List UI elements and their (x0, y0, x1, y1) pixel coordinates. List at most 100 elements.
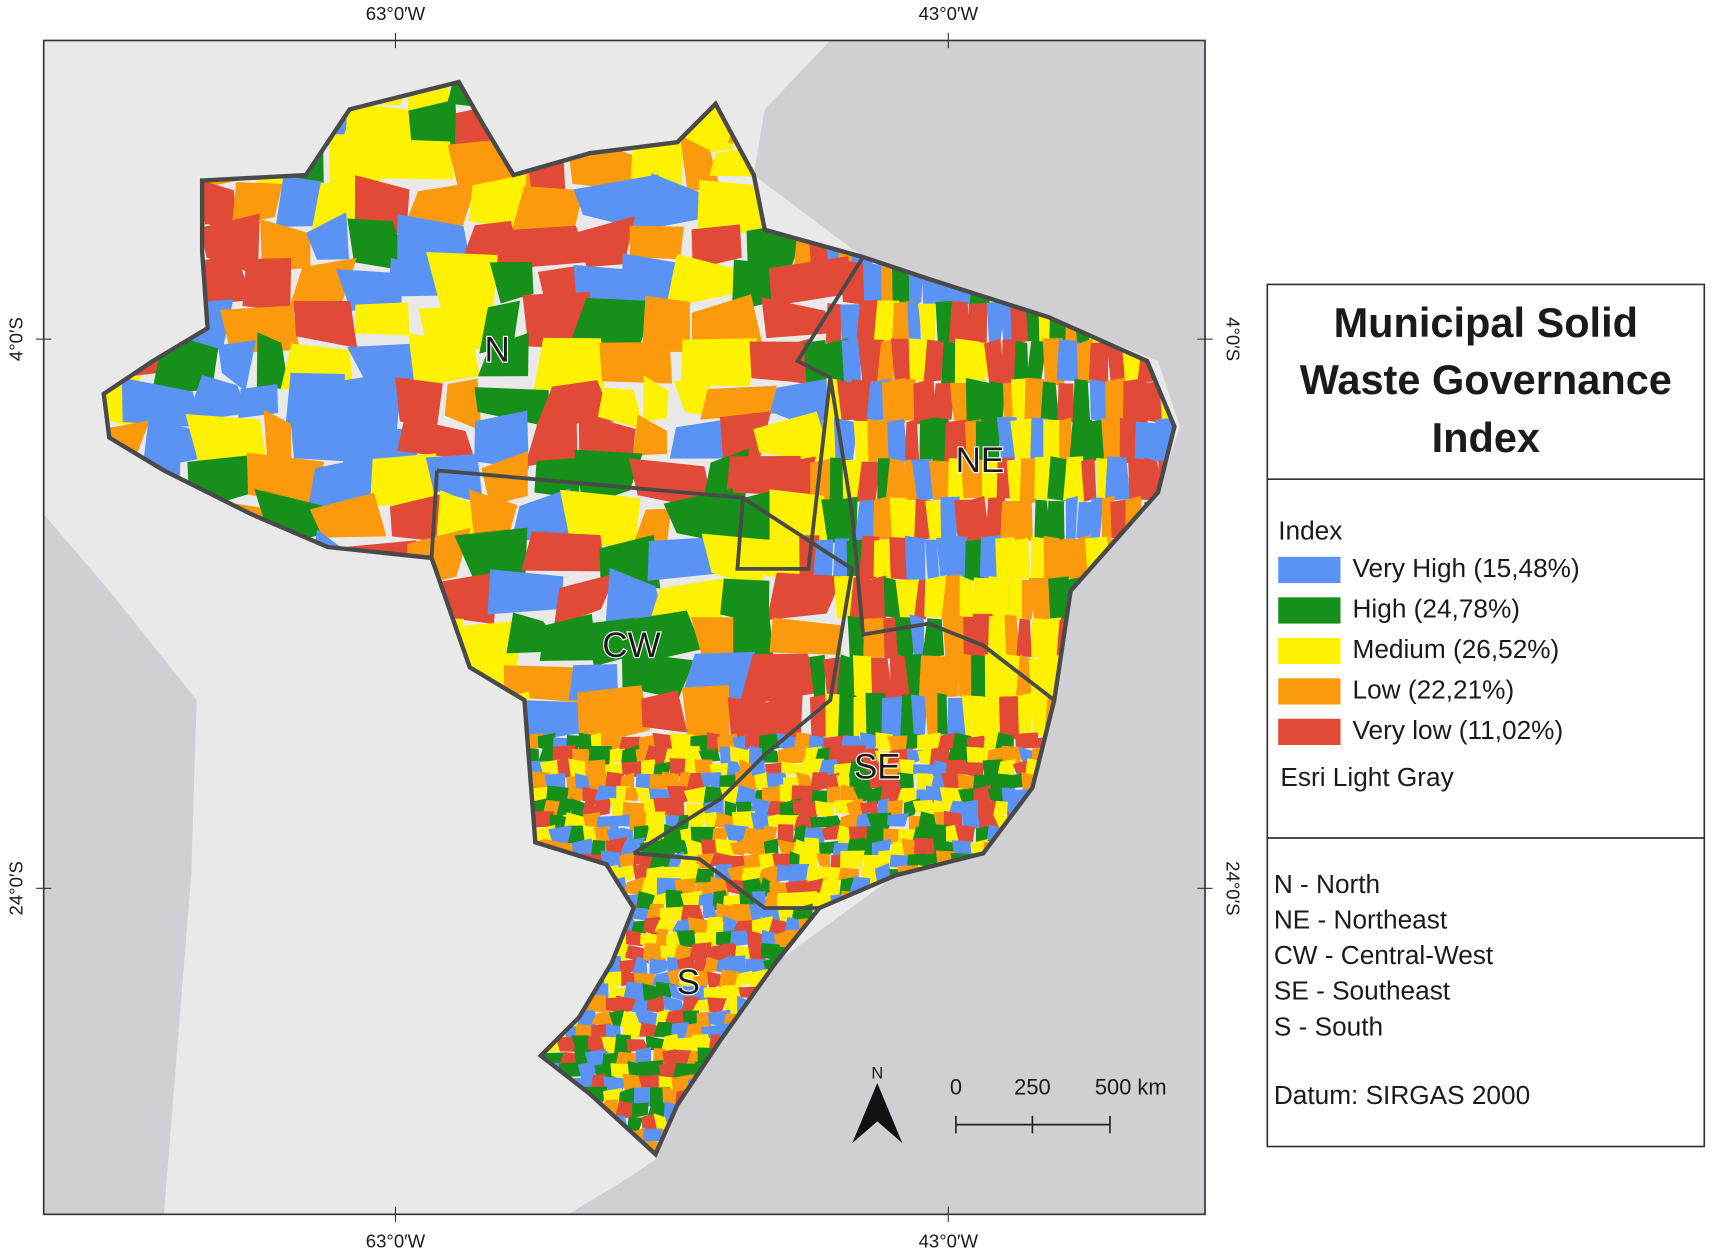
municipality (373, 138, 454, 180)
municipality (275, 176, 323, 227)
region-note: SE - Southeast (1274, 976, 1451, 1006)
municipality (691, 294, 764, 350)
municipality (764, 892, 781, 910)
municipality (555, 797, 574, 818)
municipality (597, 387, 645, 430)
municipality (639, 1022, 660, 1037)
municipality (735, 784, 759, 806)
scale-label: 500 km (1095, 1074, 1167, 1099)
municipality (716, 956, 732, 975)
municipality (718, 969, 740, 989)
municipality (576, 216, 635, 268)
municipality (548, 825, 575, 844)
municipality (632, 414, 668, 456)
municipality (1106, 340, 1125, 386)
municipality (1105, 456, 1131, 501)
municipality (645, 811, 666, 828)
municipality (729, 745, 754, 764)
municipality (731, 903, 753, 923)
municipality (941, 771, 962, 791)
region-border (429, 470, 439, 559)
municipality (642, 983, 659, 1004)
municipality (719, 786, 742, 804)
municipality (658, 1062, 679, 1081)
municipality (818, 759, 840, 776)
municipality (769, 881, 791, 896)
municipality (306, 212, 350, 260)
municipality (642, 295, 691, 353)
municipality (1004, 614, 1021, 662)
legend-swatch (1278, 678, 1341, 705)
municipality (142, 417, 199, 470)
municipality (968, 495, 990, 541)
municipality (663, 824, 685, 844)
municipality (912, 764, 934, 775)
municipality (691, 224, 742, 270)
municipality (697, 179, 762, 235)
municipality (1028, 658, 1050, 699)
municipality (877, 797, 891, 814)
municipality (678, 968, 696, 989)
municipality (877, 339, 894, 385)
municipality (866, 824, 889, 844)
municipality (803, 837, 819, 857)
municipality (1069, 419, 1094, 463)
municipality (793, 811, 815, 831)
municipality (680, 135, 722, 193)
legend-label: Very low (11,02%) (1353, 715, 1564, 745)
municipality (835, 825, 851, 845)
municipality (901, 838, 917, 859)
map-layer: N NE CW SE S 63°0′W 63°0′W 43°0′W 43°0′W 4°0′S 4°0… (5, 3, 1706, 1252)
municipality (1026, 341, 1048, 382)
municipality (767, 918, 790, 936)
municipality (577, 1060, 597, 1081)
municipality (1010, 418, 1033, 463)
municipality (539, 613, 597, 661)
municipality (763, 838, 779, 858)
municipality (935, 300, 954, 344)
municipality (1008, 575, 1024, 621)
municipality (643, 916, 661, 937)
municipality (816, 853, 831, 869)
municipality (510, 186, 584, 235)
municipality (941, 574, 962, 621)
municipality (961, 695, 987, 740)
municipality (516, 700, 586, 744)
municipality (958, 787, 979, 803)
municipality (627, 1117, 644, 1133)
region-border (632, 496, 855, 855)
municipality (883, 576, 901, 619)
municipality (948, 301, 970, 344)
municipality (777, 824, 794, 846)
municipality (592, 798, 612, 817)
municipality (534, 457, 581, 499)
municipality (290, 414, 348, 462)
municipality (924, 575, 947, 618)
municipality (959, 575, 973, 622)
municipality (809, 654, 826, 699)
municipality (1065, 496, 1078, 543)
municipality (680, 890, 703, 910)
municipality (735, 970, 753, 986)
municipality (533, 337, 605, 390)
north-arrow-label: N (871, 1065, 883, 1083)
municipality (425, 454, 483, 504)
municipality (819, 877, 843, 896)
municipality (721, 984, 742, 1003)
municipality (985, 576, 1011, 621)
municipality (185, 375, 248, 423)
municipality (776, 732, 800, 754)
municipality (854, 499, 877, 544)
municipality (1017, 692, 1033, 739)
municipality (568, 758, 591, 779)
municipality (1028, 577, 1051, 622)
municipality (571, 838, 595, 857)
municipality (662, 995, 685, 1012)
legend-swatch (1278, 556, 1341, 584)
municipality (978, 798, 999, 818)
legend-box (1266, 283, 1706, 1148)
municipality (522, 291, 590, 350)
municipality (477, 332, 529, 377)
municipality (622, 981, 646, 1003)
